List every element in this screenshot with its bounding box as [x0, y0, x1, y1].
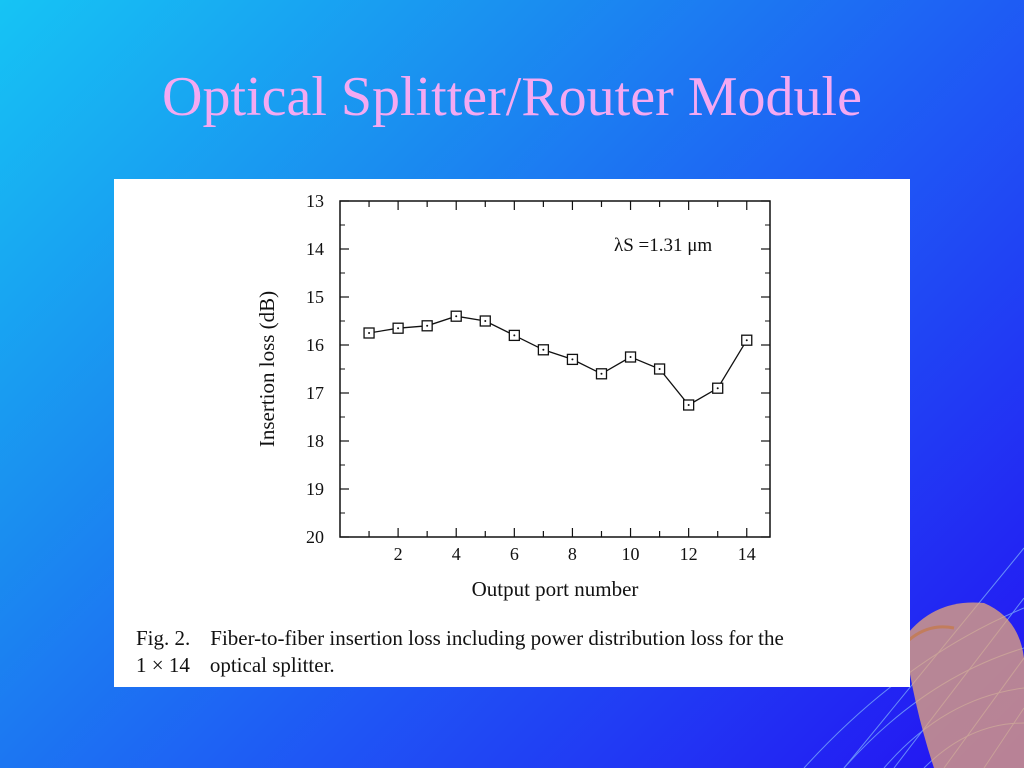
x-tick-label: 8	[568, 544, 577, 564]
data-point-dot	[716, 387, 719, 390]
x-tick-label: 4	[452, 544, 461, 564]
data-point-dot	[484, 320, 487, 322]
data-point-dot	[397, 327, 400, 330]
decorative-hand-grid-graphic	[803, 547, 1024, 768]
y-tick-label: 20	[306, 527, 324, 547]
data-point-dot	[658, 368, 661, 370]
caption-text-2: optical splitter.	[209, 653, 335, 677]
y-tick-label: 16	[306, 335, 324, 355]
x-tick-label: 14	[738, 544, 756, 564]
data-point-dot	[571, 358, 574, 361]
data-point-dot	[455, 315, 458, 318]
caption-text-1: Fiber-to-fiber insertion loss including …	[210, 626, 784, 650]
y-tick-label: 14	[306, 239, 324, 259]
y-tick-label: 17	[306, 383, 324, 403]
data-point-dot	[600, 372, 603, 375]
data-point-dot	[745, 339, 748, 342]
y-axis-title: Insertion loss (dB)	[255, 291, 279, 447]
data-point-dot	[629, 356, 632, 358]
insertion-loss-chart: 13 14 15 16 17 18 19 20 2 4 6 8 10 12 14 Output port nu…	[255, 191, 771, 601]
data-point-dot	[542, 348, 545, 351]
y-tick-label: 15	[306, 287, 324, 307]
caption-fig-label: Fig. 2.	[136, 626, 191, 650]
y-tick-label: 13	[306, 191, 324, 211]
x-tick-label: 10	[622, 544, 640, 564]
x-tick-label: 12	[680, 544, 698, 564]
data-point-dot	[513, 334, 516, 337]
data-point-dot	[426, 324, 429, 327]
figure-panel: 13 14 15 16 17 18 19 20 2 4 6 8 10 12 14 Output port nu…	[114, 179, 910, 687]
data-point-dot	[687, 404, 690, 406]
caption-line-2: 1 × 14 optical splitter.	[136, 652, 896, 679]
x-tick-label: 2	[394, 544, 403, 564]
x-axis-title: Output port number	[472, 577, 639, 601]
figure-caption: Fig. 2. Fiber-to-fiber insertion loss inc…	[136, 625, 896, 679]
caption-dims: 1 × 14	[136, 653, 190, 677]
y-tick-label: 18	[306, 431, 324, 451]
slide-title: Optical Splitter/Router Module	[162, 66, 862, 128]
caption-line-1: Fig. 2. Fiber-to-fiber insertion loss inc…	[136, 625, 896, 652]
x-tick-label: 6	[510, 544, 519, 564]
wavelength-annotation: λS =1.31 μm	[614, 235, 712, 256]
data-point-dot	[368, 332, 371, 334]
y-tick-label: 19	[306, 479, 324, 499]
